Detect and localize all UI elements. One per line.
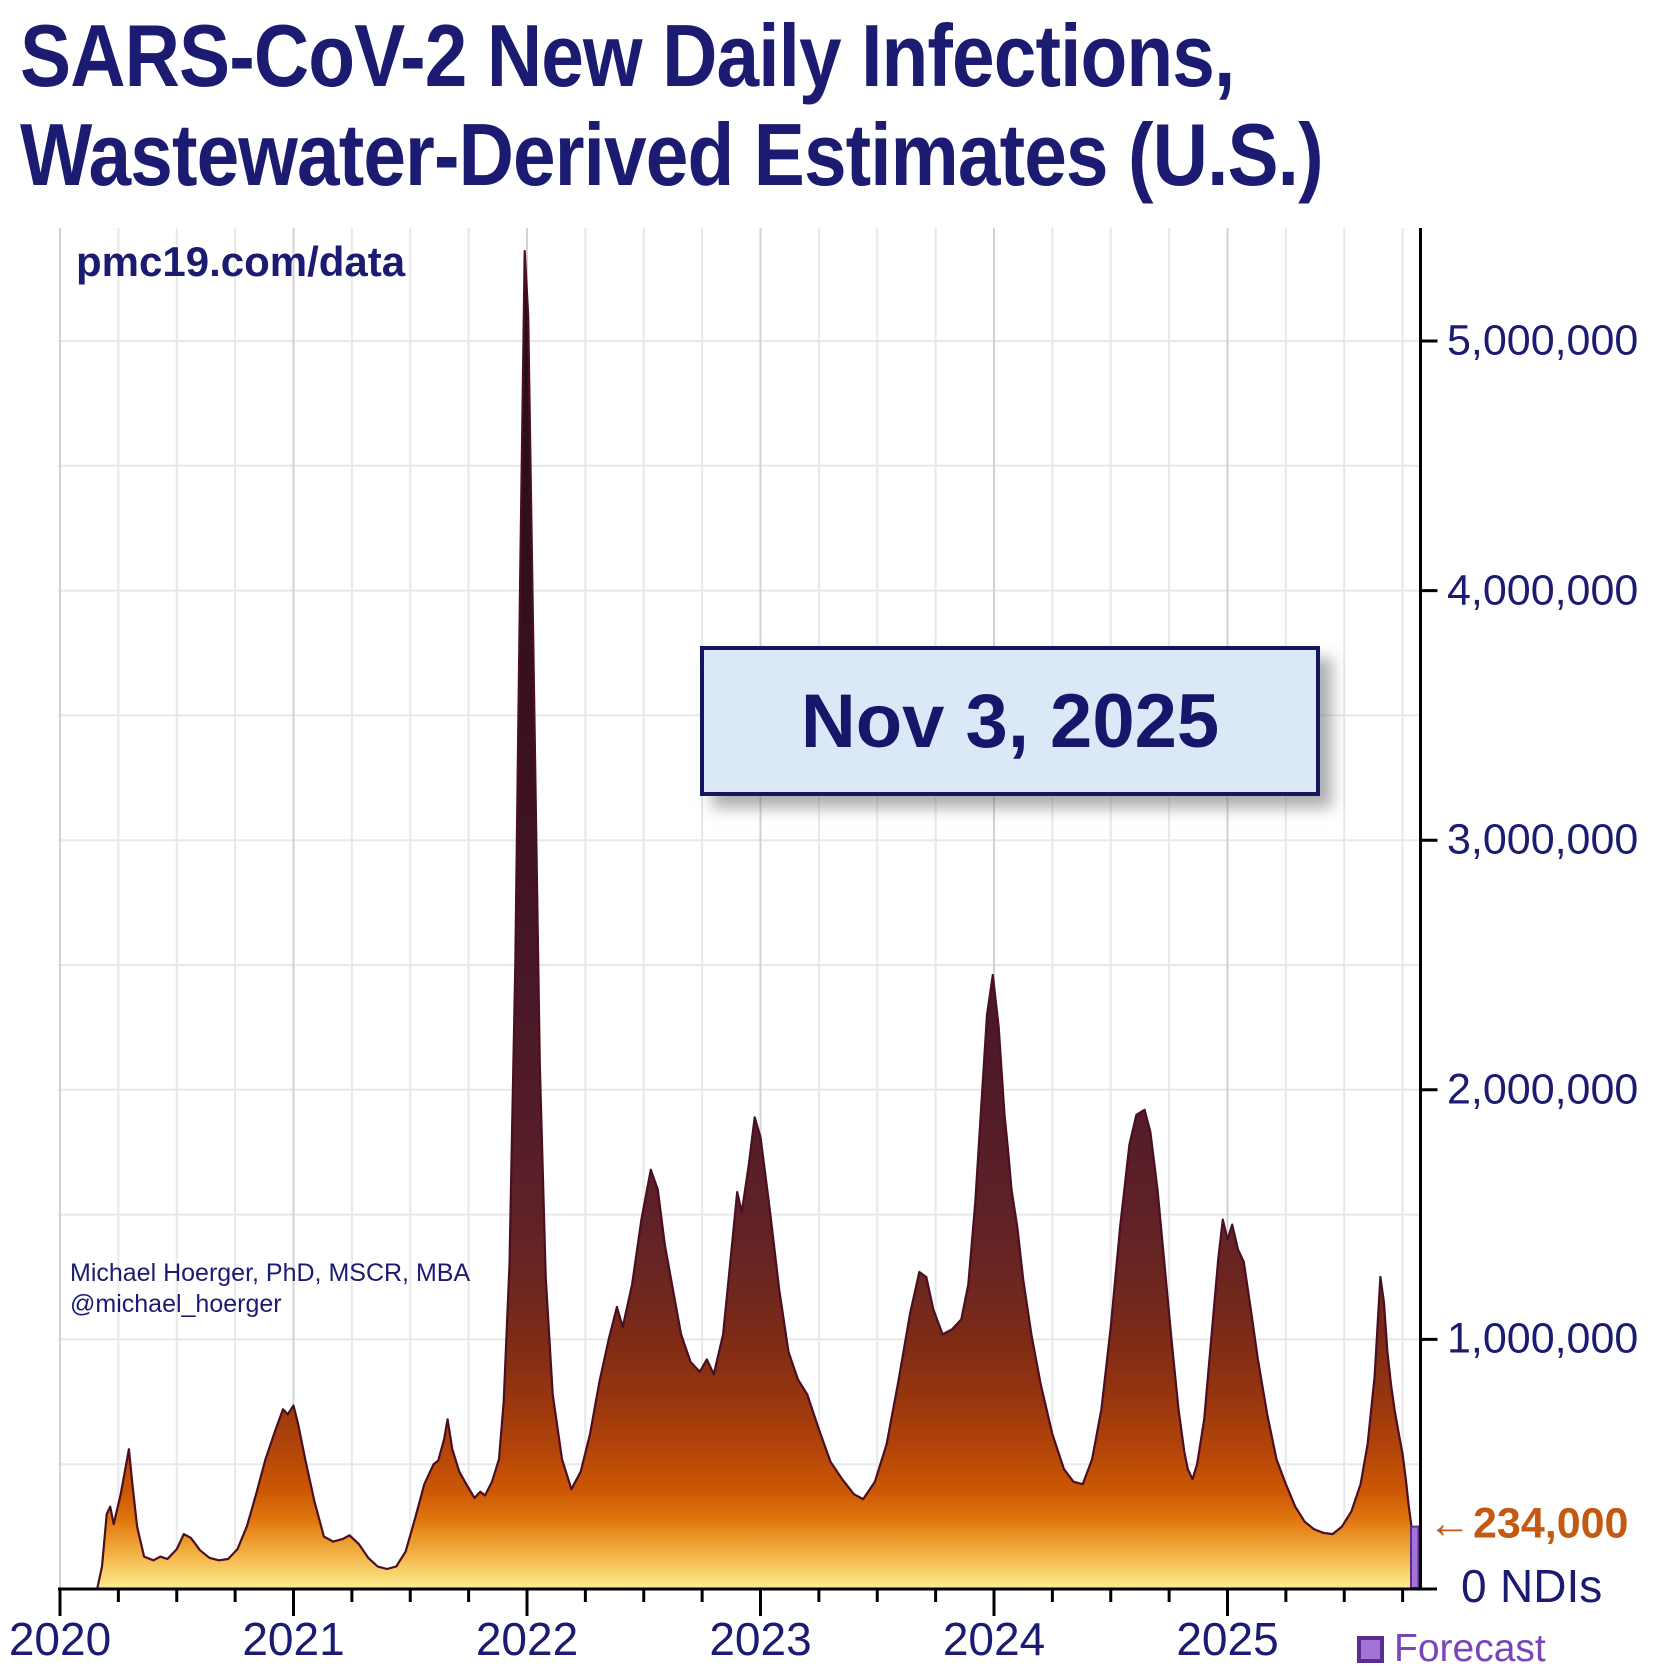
x-tick-label: 2020 [8, 1613, 112, 1665]
y-axis-unit-label: NDIs [1500, 1560, 1603, 1612]
y-axis-zero-label: 0 [1461, 1560, 1487, 1612]
horizontal-gridlines [58, 340, 1421, 1466]
forecast-bar [1410, 1525, 1420, 1589]
left-arrow-icon: ← [1428, 1499, 1471, 1548]
page-title: SARS-CoV-2 New Daily Infections, Wastewa… [20, 6, 1324, 204]
infections-area-series [96, 250, 1414, 1589]
author-credit: Michael Hoerger, PhD, MSCR, MBA @michael… [70, 1258, 470, 1320]
y-tick-label: 5,000,000 [1447, 316, 1639, 365]
x-tick-label: 2023 [709, 1613, 812, 1665]
date-callout-box: Nov 3, 2025 [700, 646, 1320, 796]
title-line-2: Wastewater-Derived Estimates (U.S.) [20, 105, 1324, 204]
x-tick-label: 2021 [242, 1613, 345, 1665]
date-callout-label: Nov 3, 2025 [800, 678, 1220, 764]
y-tick-label: 3,000,000 [1447, 815, 1639, 864]
title-line-1: SARS-CoV-2 New Daily Infections, [20, 6, 1235, 105]
axes-and-ticks [58, 228, 1438, 1616]
x-tick-label: 2024 [942, 1613, 1046, 1665]
current-value-text: 234,000 [1473, 1499, 1629, 1548]
y-tick-label: 4,000,000 [1447, 566, 1639, 615]
y-tick-label: 2,000,000 [1447, 1065, 1639, 1114]
forecast-legend-label: Forecast [1394, 1627, 1546, 1670]
x-tick-label: 2022 [475, 1613, 579, 1665]
author-handle: @michael_hoerger [70, 1290, 282, 1318]
current-value-annotation: ← 234,000 [1428, 1500, 1628, 1549]
author-name: Michael Hoerger, PhD, MSCR, MBA [70, 1259, 471, 1287]
forecast-swatch-icon [1357, 1635, 1384, 1663]
forecast-legend: Forecast [1357, 1627, 1546, 1671]
y-tick-label: 1,000,000 [1447, 1314, 1639, 1363]
source-url: pmc19.com/data [76, 238, 406, 285]
x-tick-label: 2025 [1176, 1613, 1279, 1665]
